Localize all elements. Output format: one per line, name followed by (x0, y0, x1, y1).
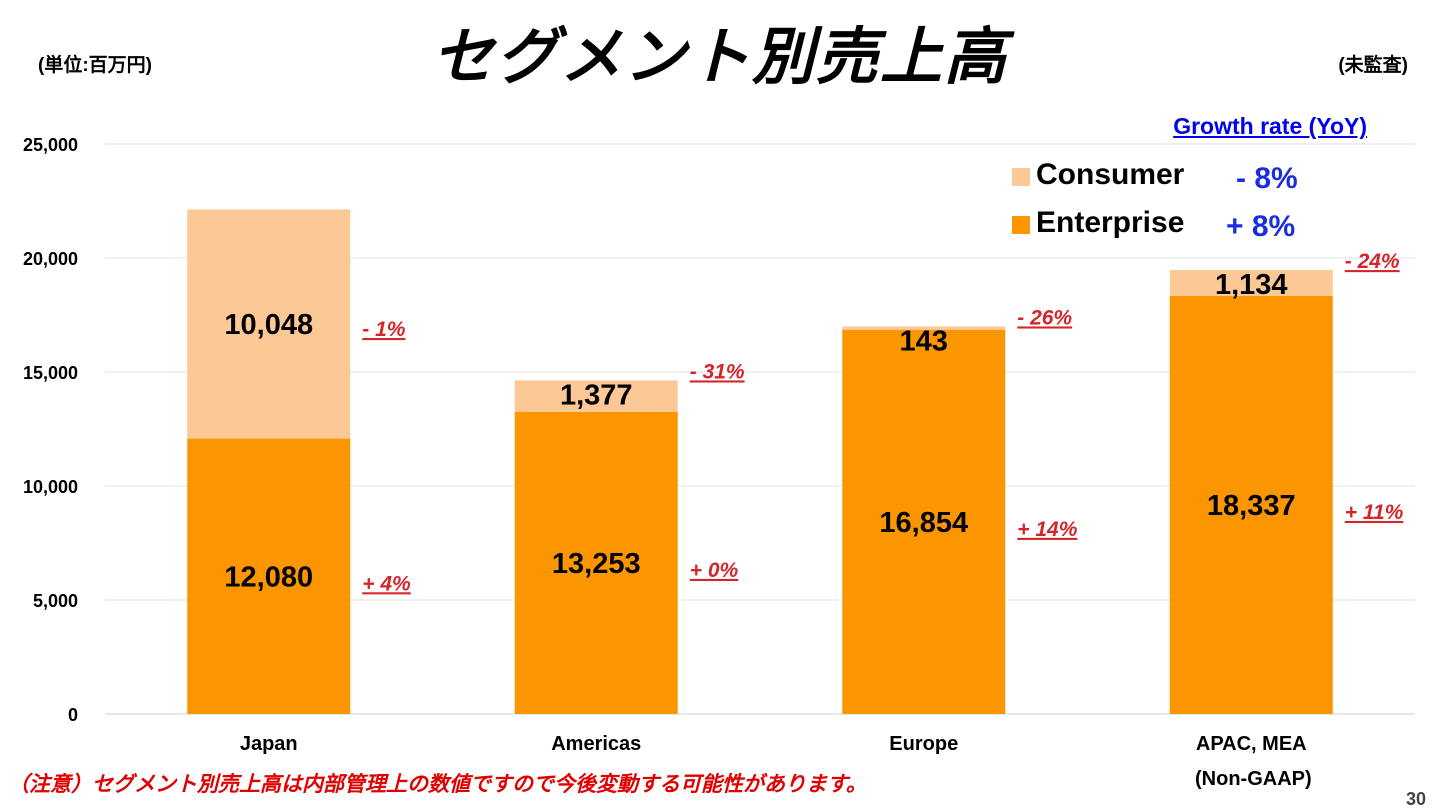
enterprise-value-label: 18,337 (1207, 490, 1296, 522)
consumer-growth-label: - 1% (362, 318, 406, 341)
consumer-growth-label: - 24% (1345, 250, 1400, 273)
enterprise-value-label: 16,854 (879, 507, 968, 539)
page-number: 30 (1405, 789, 1426, 809)
consumer-growth-label: - 31% (690, 360, 745, 383)
consumer-value-label: 1,134 (1215, 269, 1288, 301)
y-tick-label: 25,000 (23, 135, 78, 155)
y-tick-label: 10,000 (23, 477, 78, 497)
enterprise-growth-label: + 0% (690, 559, 739, 582)
unit-label: (単位:百万円) (38, 55, 152, 76)
y-tick-label: 0 (68, 705, 78, 725)
consumer-value-label: 10,048 (224, 309, 313, 341)
bar-enterprise (514, 411, 678, 714)
non-gaap-label: (Non-GAAP) (1195, 768, 1312, 790)
consumer-growth-label: - 26% (1017, 306, 1072, 329)
x-category-label: Europe (889, 733, 958, 755)
legend: Consumer - 8% Enterprise + 8% (1010, 156, 1310, 252)
x-category-label: Japan (240, 733, 298, 755)
enterprise-swatch (1012, 216, 1030, 234)
growth-rate-header-link[interactable]: Growth rate (YoY) (1173, 113, 1367, 139)
y-tick-label: 15,000 (23, 363, 78, 383)
enterprise-growth-label: + 14% (1017, 518, 1077, 541)
legend-rate-consumer: - 8% (1236, 162, 1298, 195)
bar-consumer (1169, 270, 1333, 296)
legend-label-consumer: Consumer (1036, 158, 1185, 191)
legend-label-enterprise: Enterprise (1036, 206, 1185, 239)
y-tick-label: 20,000 (23, 249, 78, 269)
enterprise-growth-label: + 11% (1345, 501, 1404, 524)
page-title: セグメント別売上高 (431, 20, 1008, 93)
bar-consumer (842, 326, 1006, 330)
bar-consumer (187, 209, 351, 439)
enterprise-value-label: 12,080 (224, 561, 313, 593)
bar-enterprise (187, 438, 351, 714)
enterprise-value-label: 13,253 (552, 548, 641, 580)
legend-rate-enterprise: + 8% (1226, 210, 1296, 243)
y-tick-label: 5,000 (33, 591, 78, 611)
bar-enterprise (842, 329, 1006, 714)
legend-item-consumer: Consumer - 8% (1010, 156, 1310, 204)
enterprise-growth-label: + 4% (362, 572, 411, 595)
footnote: （注意）セグメント別売上高は内部管理上の数値ですので今後変動する可能性があります… (8, 772, 867, 796)
bar-enterprise (1169, 295, 1333, 714)
consumer-swatch (1012, 168, 1030, 186)
legend-item-enterprise: Enterprise + 8% (1010, 204, 1310, 252)
bar-consumer (514, 380, 678, 412)
consumer-value-label: 1,377 (560, 379, 633, 411)
x-category-label: APAC, MEA (1196, 733, 1307, 755)
audit-label: (未監査) (1338, 55, 1408, 76)
x-category-label: Americas (551, 733, 641, 755)
consumer-value-label: 143 (900, 325, 948, 357)
